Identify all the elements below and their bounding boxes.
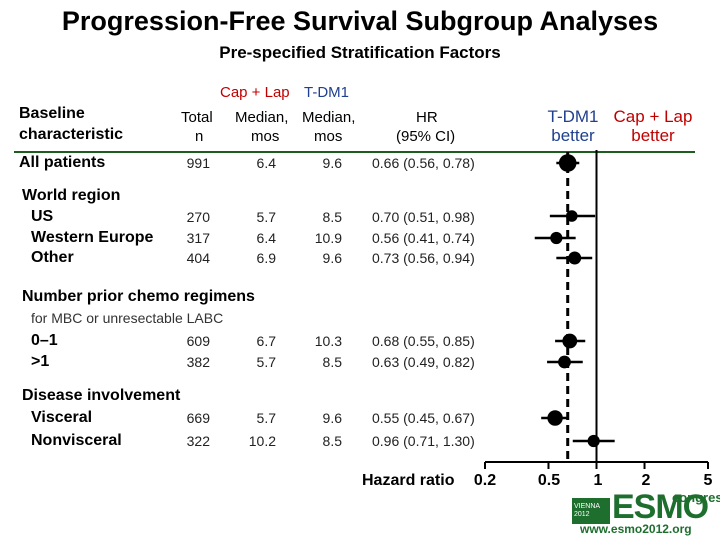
- favors-right-line2: better: [631, 126, 675, 145]
- section-prior-chemo: Number prior chemo regimens: [22, 288, 255, 305]
- row-label: Western Europe: [31, 229, 154, 246]
- row-hr: 0.56 (0.41, 0.74): [372, 230, 475, 246]
- row-label: Nonvisceral: [31, 432, 122, 449]
- row-median-blue: 8.5: [322, 354, 342, 370]
- row-median-red: 10.2: [248, 433, 276, 449]
- row-median-red: 5.7: [256, 354, 276, 370]
- esmo-url: www.esmo2012.org: [580, 522, 692, 536]
- row-n: 404: [186, 250, 210, 266]
- tick-label: 1: [593, 472, 603, 489]
- header-divider: [14, 151, 695, 153]
- row-median-red: 6.7: [256, 333, 276, 349]
- row-median-blue: 8.5: [322, 433, 342, 449]
- header-arm-red: Cap + Lap: [220, 84, 290, 101]
- row-median-blue: 10.3: [314, 333, 342, 349]
- row-label: US: [31, 208, 54, 225]
- row-n: 609: [186, 333, 210, 349]
- row-median-red: 5.7: [256, 209, 276, 225]
- hazard-ratio-point: [550, 231, 563, 245]
- esmo-logo-box: [572, 498, 610, 524]
- tick-label: 0.2: [473, 472, 497, 489]
- row-hr: 0.66 (0.56, 0.78): [372, 155, 475, 171]
- hazard-ratio-point: [568, 251, 582, 265]
- favors-left-line2: better: [551, 126, 595, 145]
- row-median-red: 6.9: [256, 250, 276, 266]
- header-hr: HR: [416, 109, 438, 126]
- esmo-congress: congress: [672, 490, 720, 505]
- row-n: 317: [186, 230, 210, 246]
- row-median-blue: 9.6: [322, 410, 342, 426]
- favors-right-label: Cap + Lap better: [606, 107, 700, 145]
- row-median-blue: 9.6: [322, 155, 342, 171]
- header-total: Total: [181, 109, 213, 126]
- row-hr: 0.68 (0.55, 0.85): [372, 333, 475, 349]
- header-median-red: Median,: [235, 109, 289, 126]
- row-hr: 0.96 (0.71, 1.30): [372, 433, 475, 449]
- row-median-blue: 9.6: [322, 250, 342, 266]
- row-label: Visceral: [31, 409, 93, 426]
- tick-label: 0.5: [537, 472, 561, 489]
- tick-label: 5: [703, 472, 713, 489]
- row-n: 270: [186, 209, 210, 225]
- favors-left-line1: T-DM1: [547, 107, 599, 126]
- header-hr-ci: (95% CI): [396, 128, 456, 145]
- row-label: All patients: [19, 154, 106, 171]
- esmo-logo: ESMO: [612, 488, 709, 526]
- row-label: 0–1: [31, 332, 58, 349]
- row-label: Other: [31, 249, 74, 266]
- row-median-red: 5.7: [256, 410, 276, 426]
- row-n: 322: [186, 433, 210, 449]
- hazard-ratio-point: [558, 154, 577, 172]
- header-characteristic: characteristic: [19, 126, 124, 143]
- esmo-logo-city-line2: 2012: [574, 511, 590, 518]
- row-n: 382: [186, 354, 210, 370]
- header-median-red-unit: mos: [251, 128, 280, 145]
- hazard-ratio-point: [565, 210, 578, 222]
- slide-title: Progression-Free Survival Subgroup Analy…: [61, 6, 659, 36]
- hazard-ratio-point: [562, 333, 578, 349]
- slide-subtitle: Pre-specified Stratification Factors: [219, 43, 501, 62]
- hazard-ratio-point: [547, 410, 563, 426]
- esmo-logo-city-line1: VIENNA: [574, 503, 601, 510]
- row-hr: 0.73 (0.56, 0.94): [372, 250, 475, 266]
- esmo-logo-city: VIENNA 2012: [574, 503, 600, 519]
- row-n: 991: [186, 155, 210, 171]
- hazard-ratio-point: [558, 355, 571, 369]
- row-hr: 0.63 (0.49, 0.82): [372, 354, 475, 370]
- x-axis-label: Hazard ratio: [362, 472, 455, 489]
- header-baseline: Baseline: [19, 105, 85, 122]
- header-median-blue-unit: mos: [314, 128, 343, 145]
- tick-label: 2: [641, 472, 651, 489]
- favors-left-label: T-DM1 better: [536, 107, 610, 145]
- header-total-n: n: [195, 128, 204, 145]
- section-disease: Disease involvement: [22, 387, 181, 404]
- row-median-blue: 8.5: [322, 209, 342, 225]
- row-median-red: 6.4: [256, 155, 276, 171]
- header-arm-blue: T-DM1: [304, 84, 349, 101]
- row-label: >1: [31, 353, 50, 370]
- row-hr: 0.55 (0.45, 0.67): [372, 410, 475, 426]
- favors-right-line1: Cap + Lap: [613, 107, 693, 126]
- section-prior-chemo-sub: for MBC or unresectable LABC: [31, 310, 224, 326]
- row-median-blue: 10.9: [314, 230, 342, 246]
- row-median-red: 6.4: [256, 230, 276, 246]
- header-median-blue: Median,: [302, 109, 356, 126]
- row-n: 669: [186, 410, 210, 426]
- hazard-ratio-point: [587, 434, 600, 448]
- section-world-region: World region: [22, 187, 121, 204]
- row-hr: 0.70 (0.51, 0.98): [372, 209, 475, 225]
